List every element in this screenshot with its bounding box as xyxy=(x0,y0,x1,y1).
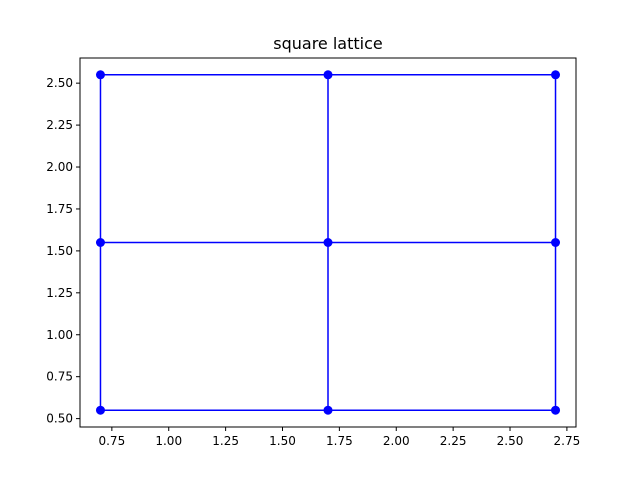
x-tick-label-6: 2.25 xyxy=(440,434,467,448)
lattice-point-7 xyxy=(323,70,333,80)
y-tick-label-3: 1.25 xyxy=(46,286,73,300)
y-tick-label-0: 0.50 xyxy=(46,412,73,426)
y-tick-label-2: 1.00 xyxy=(46,328,73,342)
y-tick-label-8: 2.50 xyxy=(46,76,73,90)
x-tick-label-8: 2.75 xyxy=(554,434,581,448)
y-tick-label-1: 0.75 xyxy=(46,370,73,384)
x-tick-label-1: 1.00 xyxy=(155,434,182,448)
x-tick-label-4: 1.75 xyxy=(326,434,353,448)
x-tick-label-5: 2.00 xyxy=(383,434,410,448)
x-tick-label-3: 1.50 xyxy=(269,434,296,448)
lattice-point-2 xyxy=(551,405,561,415)
chart-title: square lattice xyxy=(273,34,382,53)
lattice-point-3 xyxy=(95,238,105,247)
plot-area xyxy=(95,70,561,415)
y-axis: 0.50 0.75 1.00 1.25 1.50 1.75 2.00 2.25 2.50 xyxy=(46,76,80,426)
x-tick-label-7: 2.50 xyxy=(497,434,524,448)
y-tick-label-5: 1.75 xyxy=(46,202,73,216)
lattice-point-5 xyxy=(551,238,561,247)
y-tick-label-6: 2.00 xyxy=(46,160,73,174)
lattice-point-1 xyxy=(323,405,333,415)
x-tick-label-2: 1.25 xyxy=(212,434,239,448)
lattice-point-0 xyxy=(95,405,105,415)
y-tick-label-4: 1.50 xyxy=(46,244,73,258)
x-axis: 0.75 1.00 1.25 1.50 1.75 2.00 2.25 2.50 2.75 xyxy=(98,427,580,448)
x-tick-label-0: 0.75 xyxy=(98,434,125,448)
lattice-point-4 xyxy=(323,238,333,247)
lattice-point-6 xyxy=(95,70,105,80)
y-tick-label-7: 2.25 xyxy=(46,118,73,132)
lattice-point-8 xyxy=(551,70,561,80)
axes-frame xyxy=(79,57,577,428)
